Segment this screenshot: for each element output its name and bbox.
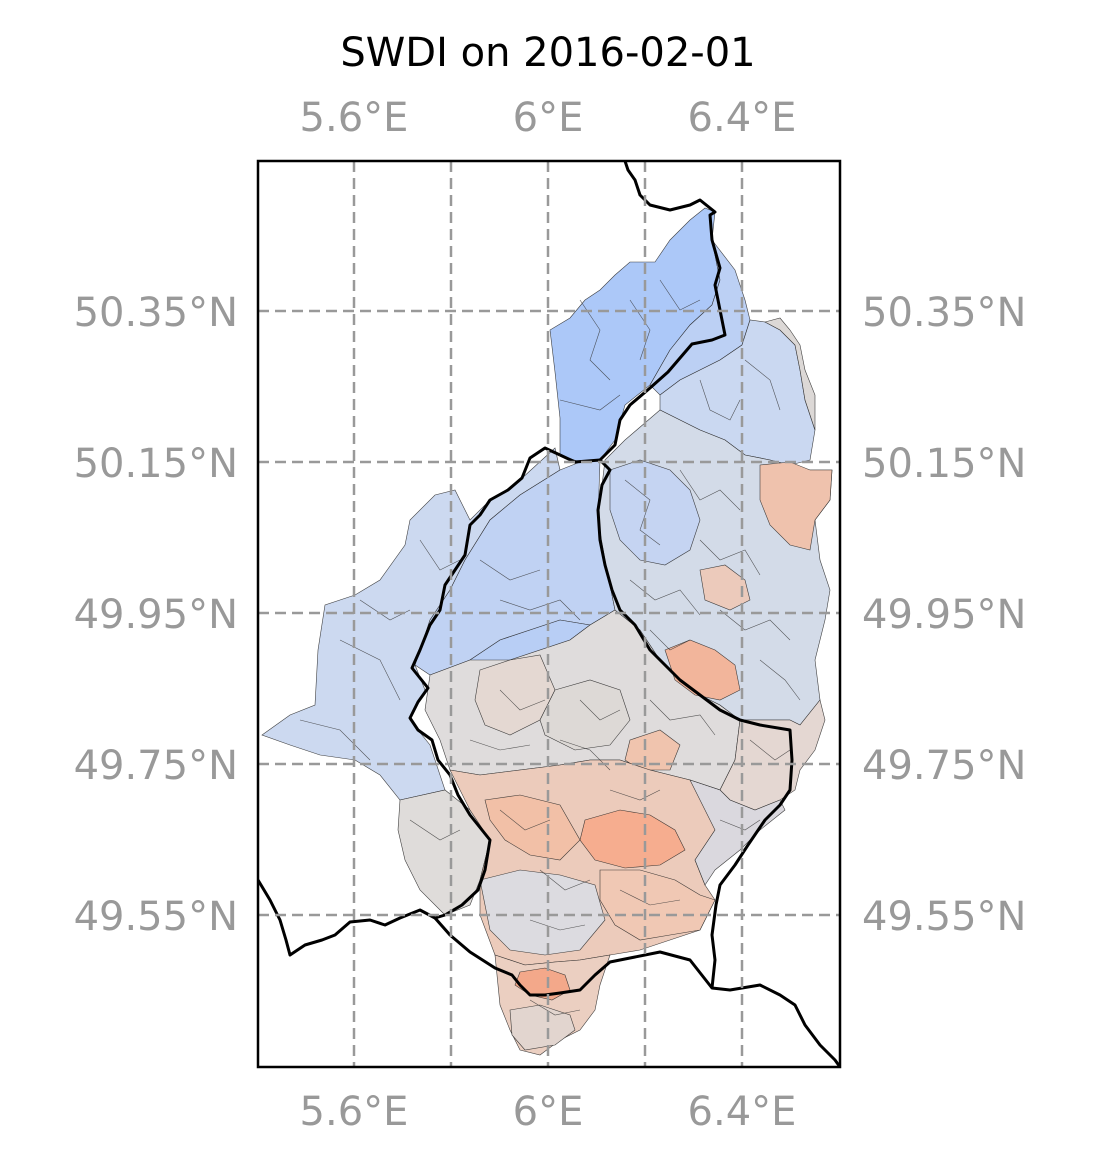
border-luxembourg-france (433, 917, 840, 1067)
region-south-lux-grey (479, 869, 606, 956)
bottom-lon-label-5.6: 5.6°E (300, 1089, 409, 1135)
border-belgium-germany-north (598, 161, 727, 462)
region-france-tip-lower (509, 1004, 576, 1051)
right-lat-label-49.55: 49.55°N (862, 894, 1026, 940)
bottom-lon-labels: 5.6°E 6°E 6.4°E (300, 1089, 797, 1135)
top-lon-label-6.4: 6.4°E (688, 95, 797, 141)
region-germany-orange-cluster (664, 639, 741, 701)
region-south-lux-lower (599, 869, 716, 941)
right-lat-label-49.95: 49.95°N (862, 592, 1026, 638)
right-lat-labels: 50.35°N 50.15°N 49.95°N 49.75°N 49.55°N (862, 290, 1026, 940)
region-germany-mid-salmon (699, 564, 751, 611)
right-lat-label-50.35: 50.35°N (862, 290, 1026, 336)
region-north-belgium (549, 207, 721, 463)
left-lat-label-49.55: 49.55°N (74, 894, 238, 940)
region-south-lux-red (579, 809, 686, 869)
region-south-lux-salmon (484, 794, 581, 861)
map-frame (256, 159, 842, 1069)
border-luxembourg-germany (559, 453, 794, 989)
right-lat-label-50.15: 50.15°N (862, 441, 1026, 487)
national-borders (258, 161, 840, 1067)
graticule (258, 161, 840, 1067)
left-lat-label-50.15: 50.15°N (74, 441, 238, 487)
left-lat-label-50.35: 50.35°N (74, 290, 238, 336)
region-central-lux-mid (539, 679, 631, 751)
top-lon-label-6: 6°E (513, 95, 584, 141)
bottom-lon-label-6: 6°E (513, 1089, 584, 1135)
region-germany-east-salmon (759, 461, 833, 551)
municipality-regions (261, 207, 833, 1056)
top-lon-labels: 5.6°E 6°E 6.4°E (300, 95, 797, 141)
right-lat-label-49.75: 49.75°N (862, 743, 1026, 789)
top-lon-label-5.6: 5.6°E (300, 95, 409, 141)
left-lat-label-49.95: 49.95°N (74, 592, 238, 638)
region-central-lux-orange (624, 729, 681, 771)
map-title: SWDI on 2016-02-01 (340, 30, 755, 76)
bottom-lon-label-6.4: 6.4°E (688, 1089, 797, 1135)
left-lat-label-49.75: 49.75°N (74, 743, 238, 789)
left-lat-labels: 50.35°N 50.15°N 49.95°N 49.75°N 49.55°N (74, 290, 238, 940)
region-germany-northeast (764, 317, 816, 431)
